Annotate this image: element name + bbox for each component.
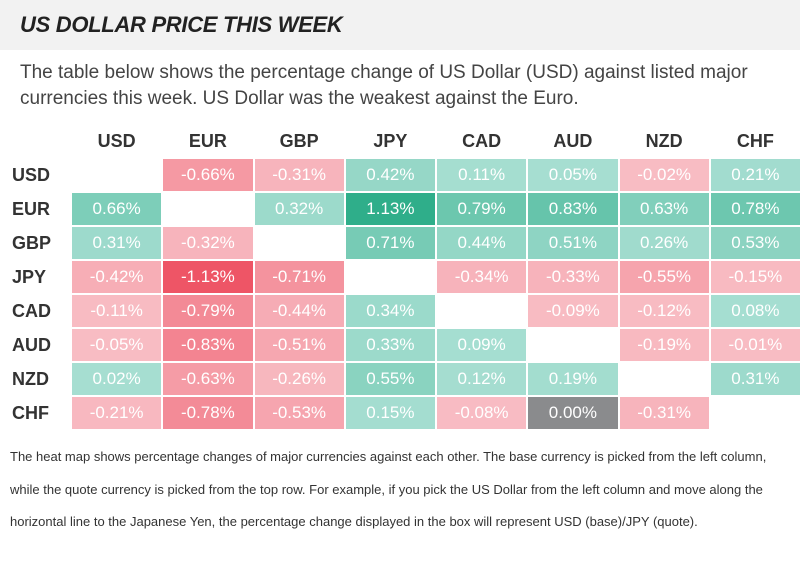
heat-cell: 0.11% bbox=[437, 159, 527, 191]
heat-cell: -0.01% bbox=[710, 329, 800, 361]
empty-cell bbox=[710, 397, 800, 429]
column-header: JPY bbox=[373, 130, 408, 151]
heat-cell: 0.33% bbox=[345, 329, 435, 361]
table-row: JPY -0.42% -1.13% -0.71% -0.34% -0.33% -0.55% -… bbox=[0, 261, 800, 293]
empty-cell bbox=[163, 193, 253, 225]
table-row: AUD -0.05% -0.83% -0.51% 0.33% 0.09% -0.19% -0.… bbox=[0, 329, 800, 361]
heat-cell: 0.31% bbox=[710, 363, 800, 395]
heat-cell: 0.63% bbox=[619, 193, 709, 225]
heat-cell: -0.79% bbox=[163, 295, 253, 327]
heat-cell: 0.83% bbox=[528, 193, 618, 225]
empty-cell bbox=[619, 363, 709, 395]
empty-cell bbox=[528, 329, 618, 361]
row-header: CHF bbox=[12, 402, 49, 423]
heat-cell: -0.71% bbox=[254, 261, 344, 293]
heat-cell: -0.21% bbox=[72, 397, 162, 429]
row-header: USD bbox=[12, 164, 51, 185]
heat-cell: 0.09% bbox=[437, 329, 527, 361]
heat-cell: 0.79% bbox=[437, 193, 527, 225]
heat-cell: -0.26% bbox=[254, 363, 344, 395]
empty-cell bbox=[345, 261, 435, 293]
empty-cell bbox=[72, 159, 162, 191]
row-header: AUD bbox=[12, 334, 51, 355]
column-header: EUR bbox=[188, 130, 227, 151]
heat-cell: -0.11% bbox=[72, 295, 162, 327]
column-header: CAD bbox=[462, 130, 502, 151]
heat-cell: -0.05% bbox=[72, 329, 162, 361]
column-header: USD bbox=[97, 130, 136, 151]
heat-cell: -0.15% bbox=[710, 261, 800, 293]
intro-text: The table below shows the percentage cha… bbox=[20, 62, 748, 109]
heat-cell: 0.02% bbox=[72, 363, 162, 395]
heat-cell: -0.12% bbox=[619, 295, 709, 327]
heat-cell: 1.13% bbox=[345, 193, 435, 225]
heat-cell: -0.53% bbox=[254, 397, 344, 429]
heat-cell: -0.32% bbox=[163, 227, 253, 259]
table-row: CHF -0.21% -0.78% -0.53% 0.15% -0.08% 0.00% -0.… bbox=[0, 397, 800, 429]
heat-cell: 0.21% bbox=[710, 159, 800, 191]
heat-cell: -0.42% bbox=[72, 261, 162, 293]
heat-cell: -0.09% bbox=[528, 295, 618, 327]
title-bar: US DOLLAR PRICE THIS WEEK bbox=[0, 0, 800, 50]
empty-cell bbox=[254, 227, 344, 259]
heat-cell: -0.02% bbox=[619, 159, 709, 191]
heat-cell: -0.33% bbox=[528, 261, 618, 293]
heat-cell: -0.55% bbox=[619, 261, 709, 293]
heat-cell: -0.31% bbox=[254, 159, 344, 191]
heat-cell: 0.44% bbox=[437, 227, 527, 259]
heat-cell: 0.08% bbox=[710, 295, 800, 327]
heat-cell: -0.51% bbox=[254, 329, 344, 361]
row-header: CAD bbox=[12, 300, 51, 321]
heat-cell: 0.12% bbox=[437, 363, 527, 395]
heat-cell: 0.26% bbox=[619, 227, 709, 259]
column-header: GBP bbox=[279, 130, 319, 151]
heat-cell: -0.08% bbox=[437, 397, 527, 429]
heat-cell: -0.63% bbox=[163, 363, 253, 395]
heat-cell: -0.78% bbox=[163, 397, 253, 429]
heat-cell: -0.83% bbox=[163, 329, 253, 361]
heat-cell: 0.51% bbox=[528, 227, 618, 259]
table-row: USD -0.66% -0.31% 0.42% 0.11% 0.05% -0.02% 0.21… bbox=[0, 159, 800, 191]
heat-cell: 0.15% bbox=[345, 397, 435, 429]
heat-map-table: USD EUR GBP JPY CAD AUD NZD CHF USD -0.66% -0.31% 0… bbox=[0, 123, 800, 431]
row-header: JPY bbox=[12, 266, 47, 287]
heat-cell: 0.19% bbox=[528, 363, 618, 395]
heat-cell: 0.55% bbox=[345, 363, 435, 395]
table-row: NZD 0.02% -0.63% -0.26% 0.55% 0.12% 0.19% 0.31% bbox=[0, 363, 800, 395]
heat-cell: 0.66% bbox=[72, 193, 162, 225]
heat-cell: 0.71% bbox=[345, 227, 435, 259]
footer-text: The heat map shows percentage changes of… bbox=[10, 449, 767, 529]
page-title: US DOLLAR PRICE THIS WEEK bbox=[20, 12, 343, 37]
heat-cell: 0.31% bbox=[72, 227, 162, 259]
empty-cell bbox=[437, 295, 527, 327]
heat-cell: 0.78% bbox=[710, 193, 800, 225]
heat-cell: -0.31% bbox=[619, 397, 709, 429]
row-header: GBP bbox=[12, 232, 52, 253]
header-row: USD EUR GBP JPY CAD AUD NZD CHF bbox=[0, 125, 800, 157]
row-header: EUR bbox=[12, 198, 51, 219]
heat-cell: 0.53% bbox=[710, 227, 800, 259]
heat-cell: 0.05% bbox=[528, 159, 618, 191]
heat-cell: -0.34% bbox=[437, 261, 527, 293]
heat-cell: 0.42% bbox=[345, 159, 435, 191]
heat-cell: -0.66% bbox=[163, 159, 253, 191]
heat-cell: 0.32% bbox=[254, 193, 344, 225]
corner-cell bbox=[0, 125, 70, 157]
heat-cell: -1.13% bbox=[163, 261, 253, 293]
column-header: NZD bbox=[645, 130, 683, 151]
row-header: NZD bbox=[12, 368, 49, 389]
heat-cell: -0.19% bbox=[619, 329, 709, 361]
table-row: EUR 0.66% 0.32% 1.13% 0.79% 0.83% 0.63% 0.78% bbox=[0, 193, 800, 225]
heat-cell: 0.34% bbox=[345, 295, 435, 327]
table-row: GBP 0.31% -0.32% 0.71% 0.44% 0.51% 0.26% 0.53% bbox=[0, 227, 800, 259]
table-row: CAD -0.11% -0.79% -0.44% 0.34% -0.09% -0.12% 0.… bbox=[0, 295, 800, 327]
column-header: AUD bbox=[553, 130, 593, 151]
heat-cell: -0.44% bbox=[254, 295, 344, 327]
heat-cell: 0.00% bbox=[528, 397, 618, 429]
column-header: CHF bbox=[736, 130, 774, 151]
